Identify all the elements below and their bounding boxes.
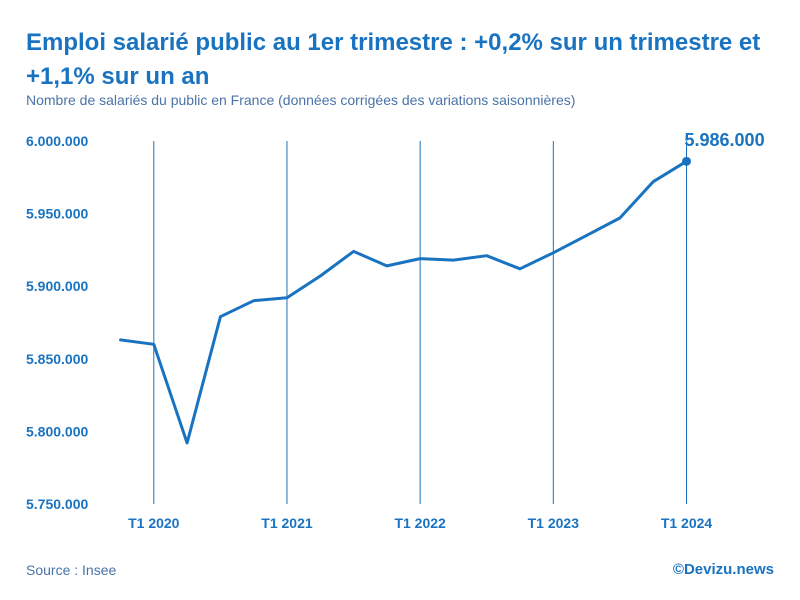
chart-subtitle: Nombre de salariés du public en France (… bbox=[26, 92, 576, 108]
x-tick-label: T1 2024 bbox=[661, 515, 713, 531]
series-line bbox=[119, 159, 688, 445]
last-value-label: 5.986.000 bbox=[685, 130, 765, 150]
annotations: 5.986.000 bbox=[682, 130, 765, 166]
y-tick-label: 5.800.000 bbox=[26, 423, 88, 439]
x-axis-tick-labels: T1 2020 T1 2021 T1 2022 T1 2023 T1 2024 bbox=[128, 515, 712, 531]
chart-title: Emploi salarié public au 1er trimestre :… bbox=[26, 29, 761, 90]
x-tick-label: T1 2022 bbox=[394, 515, 446, 531]
x-tick-label: T1 2020 bbox=[128, 515, 180, 531]
x-tick-label: T1 2023 bbox=[528, 515, 580, 531]
y-tick-label: 5.950.000 bbox=[26, 206, 88, 222]
y-tick-label: 5.850.000 bbox=[26, 351, 88, 367]
y-tick-label: 6.000.000 bbox=[26, 133, 88, 149]
series-line-group bbox=[119, 159, 688, 445]
y-tick-label: 5.750.000 bbox=[26, 496, 88, 512]
y-tick-label: 5.900.000 bbox=[26, 278, 88, 294]
x-tick-label: T1 2021 bbox=[261, 515, 313, 531]
vertical-gridlines bbox=[153, 141, 687, 504]
last-value-marker bbox=[682, 156, 691, 166]
y-axis-tick-labels: 6.000.000 5.950.000 5.900.000 5.850.000 5.80… bbox=[26, 133, 88, 512]
brand-credit: ©Devizu.news bbox=[672, 561, 774, 578]
source-note: Source : Insee bbox=[26, 562, 117, 578]
